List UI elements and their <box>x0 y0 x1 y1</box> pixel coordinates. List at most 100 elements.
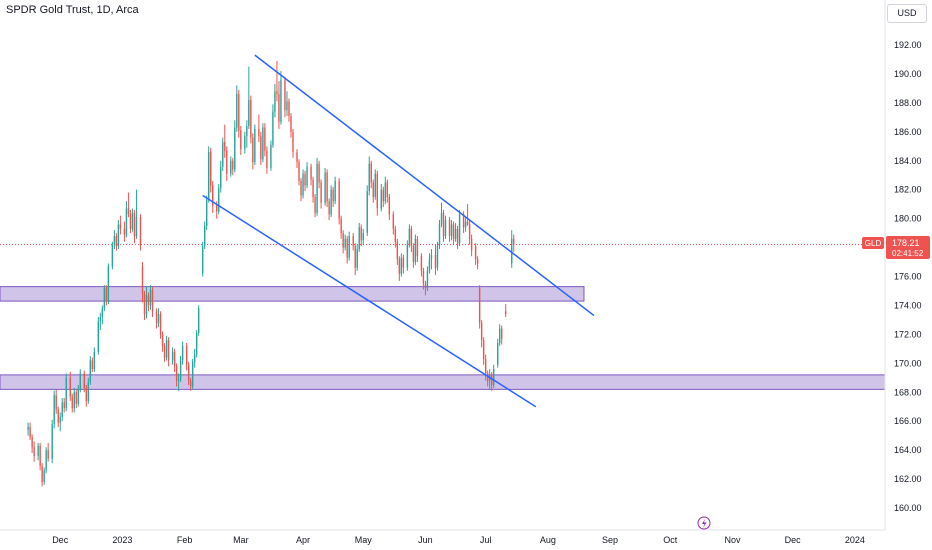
candle-body <box>246 126 248 137</box>
candle <box>396 238 399 265</box>
candle <box>79 369 81 393</box>
candle <box>161 331 164 352</box>
candle-body <box>286 101 288 111</box>
price-zone-1 <box>0 286 585 302</box>
candle <box>47 442 49 462</box>
candle <box>304 170 306 192</box>
candle-body <box>252 137 254 163</box>
candle-body <box>266 150 268 168</box>
currency-selector[interactable]: USD <box>887 4 927 23</box>
candle <box>290 113 292 138</box>
y-tick-label: 166.00 <box>894 416 922 426</box>
candle <box>442 209 445 242</box>
candle-body <box>442 212 445 236</box>
candle <box>482 337 485 365</box>
candle <box>444 215 447 239</box>
candle <box>338 178 340 225</box>
candle <box>232 157 234 176</box>
candle <box>352 233 354 251</box>
candle-body <box>232 160 234 170</box>
candle-body <box>498 328 501 344</box>
candle <box>366 185 368 236</box>
candle-body <box>85 387 87 401</box>
candle-body <box>191 361 194 387</box>
candle <box>71 393 73 413</box>
candle <box>488 369 491 390</box>
candle <box>226 146 228 182</box>
candle <box>119 215 122 235</box>
candle-body <box>340 218 342 234</box>
candle-body <box>276 91 278 95</box>
candle <box>125 201 128 238</box>
candle-body <box>278 94 280 122</box>
candle <box>464 217 467 232</box>
candle-body <box>382 189 385 202</box>
candle-body <box>157 314 160 323</box>
candle <box>266 146 268 174</box>
candle-body <box>163 345 166 358</box>
candle-body <box>270 144 272 168</box>
candle-body <box>151 289 154 312</box>
candle <box>513 234 515 252</box>
candle-body <box>145 295 148 315</box>
candlestick-series <box>27 60 515 487</box>
candle-body <box>324 172 326 203</box>
candle-body <box>226 150 228 174</box>
x-tick-label: Mar <box>233 535 249 545</box>
candle <box>484 354 487 381</box>
candle-body <box>187 364 190 381</box>
candle-body <box>326 172 328 202</box>
candle-body <box>302 173 304 196</box>
candle-body <box>133 212 136 236</box>
candle-body <box>216 205 218 212</box>
candle-body <box>45 450 47 471</box>
candle-body <box>436 246 439 268</box>
candle-body <box>93 351 96 370</box>
candle <box>99 312 102 331</box>
candle <box>344 234 346 251</box>
candle <box>254 124 256 166</box>
candle-body <box>111 244 114 267</box>
candle-body <box>448 220 451 236</box>
candle-body <box>280 79 282 122</box>
candle <box>141 262 144 303</box>
candle <box>414 234 417 265</box>
time-axis[interactable]: Dec 2023 Feb Mar Apr May Jun Jul Aug Sep Oct Nov Dec… <box>0 529 885 545</box>
candle-body <box>177 379 180 381</box>
candle <box>197 305 200 336</box>
candle-body <box>258 128 260 137</box>
candle-body <box>310 166 312 180</box>
price-axis[interactable]: 192.00 190.00 188.00 186.00 184.00 182.00 180.… <box>884 0 932 530</box>
candle <box>466 204 469 226</box>
candle <box>392 211 395 235</box>
candle-body <box>167 340 170 361</box>
candle <box>296 149 298 168</box>
candle-body <box>218 188 220 212</box>
candle <box>448 217 451 242</box>
y-tick-label: 170.00 <box>894 358 922 368</box>
candle-body <box>185 345 188 365</box>
candle-body <box>386 182 389 197</box>
candle <box>61 398 63 422</box>
candle <box>342 230 344 254</box>
price-tag-box <box>886 236 930 259</box>
candle <box>260 131 262 166</box>
candle-body <box>476 259 479 264</box>
candle-body <box>384 182 387 202</box>
lightning-icon[interactable] <box>697 516 711 530</box>
candle-body <box>115 235 118 247</box>
candle <box>280 71 282 125</box>
candle-body <box>513 238 515 245</box>
candle-body <box>159 314 162 335</box>
bar-countdown: 02:41:52 <box>892 249 924 258</box>
candle-body <box>300 181 302 196</box>
candle-body <box>304 173 306 186</box>
candle <box>230 156 232 177</box>
candle <box>511 230 513 268</box>
candle <box>370 160 372 189</box>
candle <box>490 371 493 391</box>
candle-body <box>272 111 274 145</box>
candle <box>189 377 192 391</box>
candle <box>203 221 206 250</box>
